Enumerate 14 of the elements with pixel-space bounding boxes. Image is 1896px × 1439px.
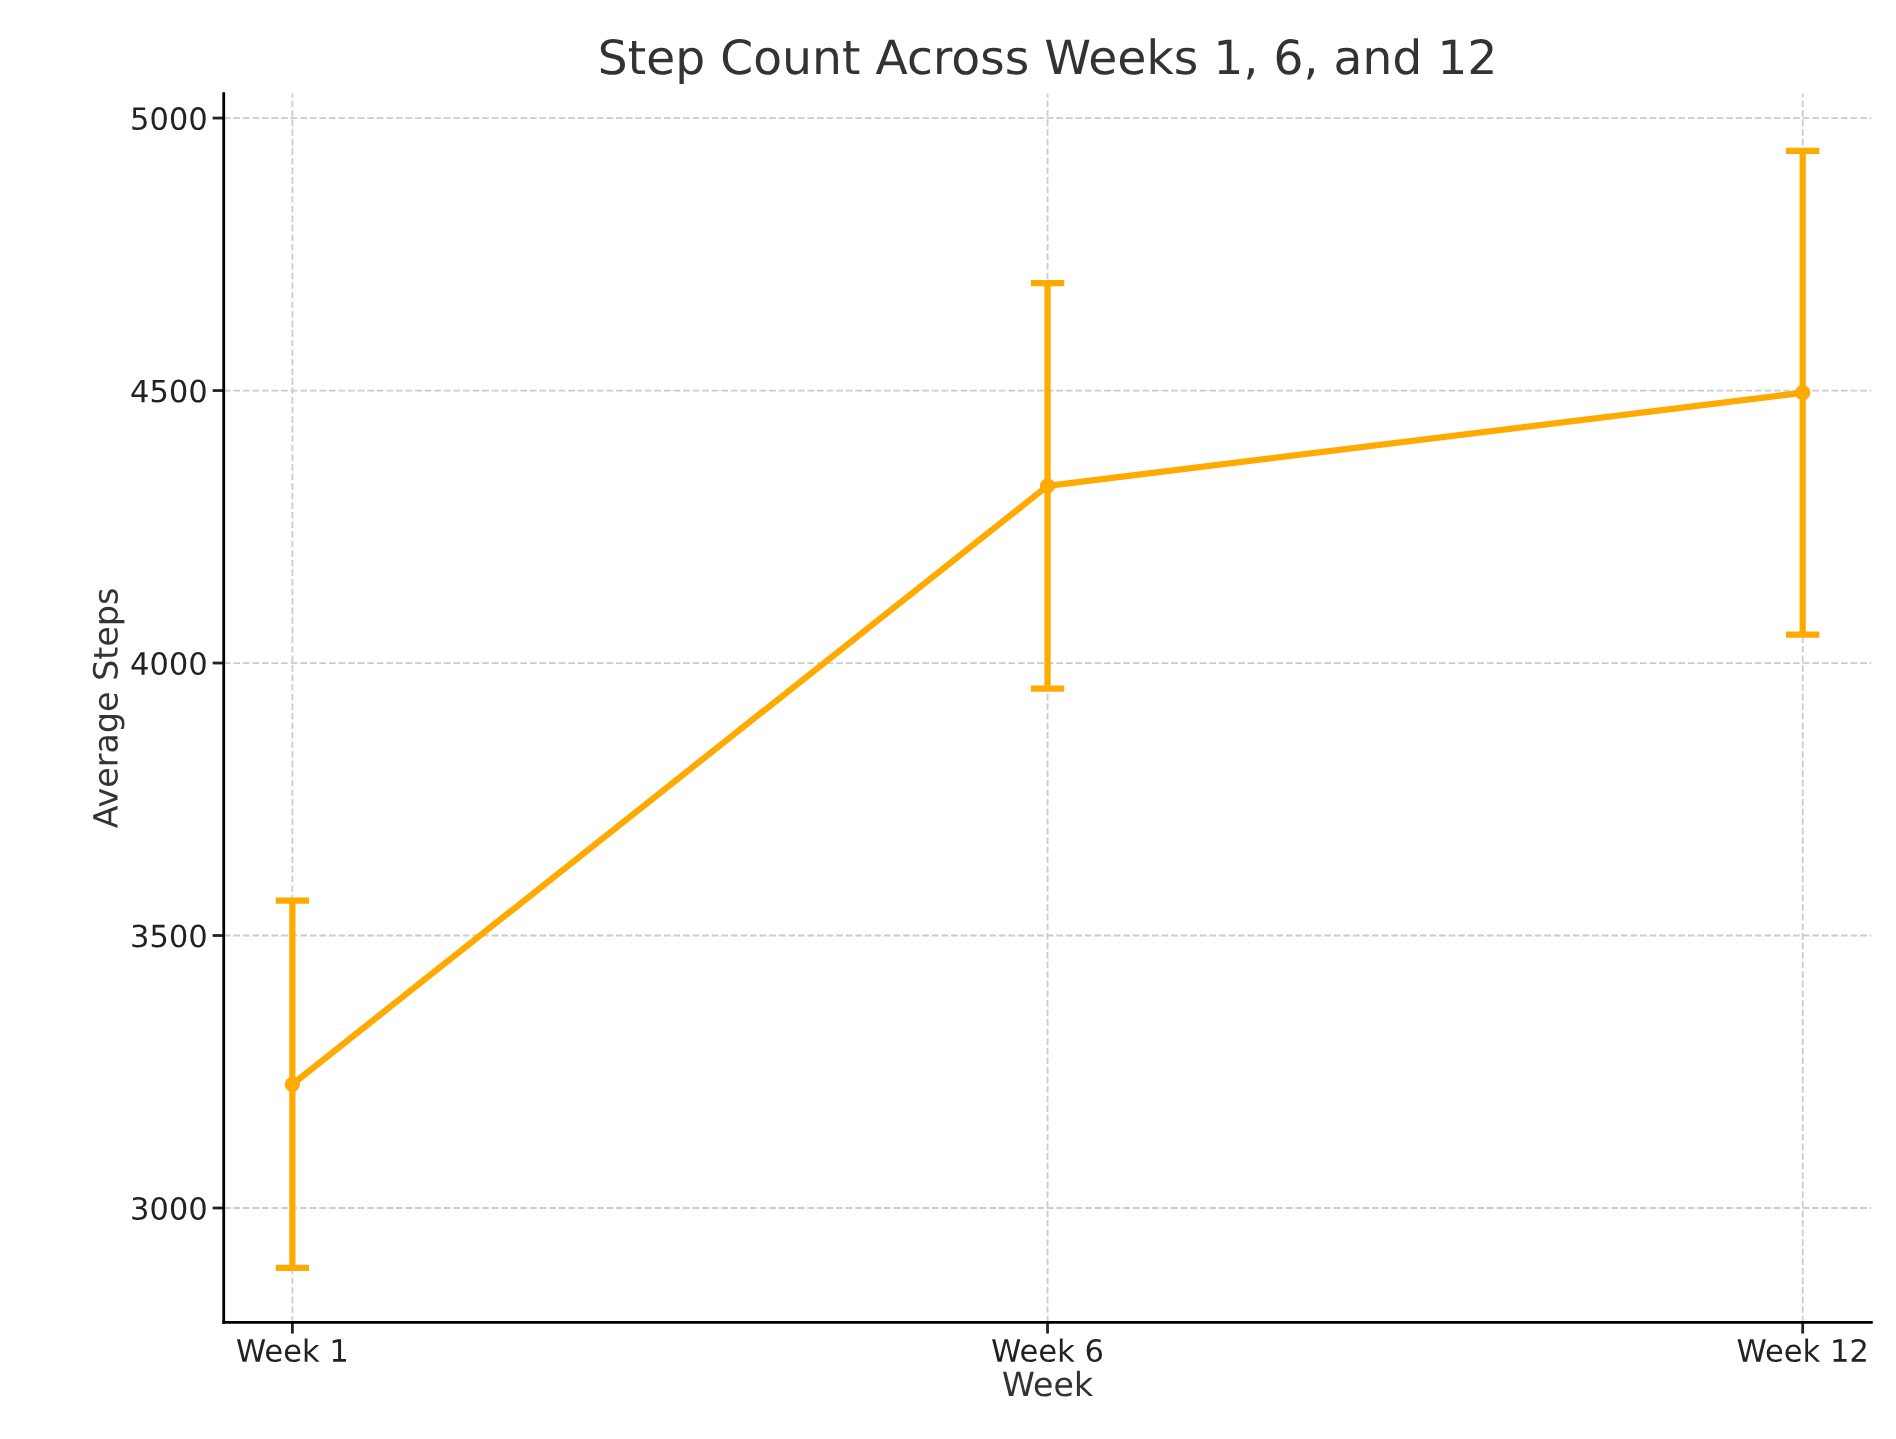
x-tick-label: Week 6 (992, 1338, 1103, 1363)
y-tick-label: 3500 (132, 924, 206, 948)
y-tick-label: 3000 (132, 1196, 206, 1221)
x-tick-label: Week 12 (1737, 1338, 1866, 1363)
y-tick-label: 5000 (132, 106, 206, 131)
y-tick-label: 4500 (131, 379, 206, 403)
y-tick-label: 4000 (131, 651, 206, 676)
x-tick-label: Week 1 (236, 1338, 346, 1363)
point (1039, 478, 1056, 494)
point (284, 1076, 301, 1092)
y-axis-title: Average Steps (92, 589, 125, 829)
chart-title: Step Count Across Weeks 1, 6, and 12 (600, 38, 1493, 84)
x-axis-title: Week (1002, 1370, 1094, 1397)
point (1795, 385, 1811, 401)
